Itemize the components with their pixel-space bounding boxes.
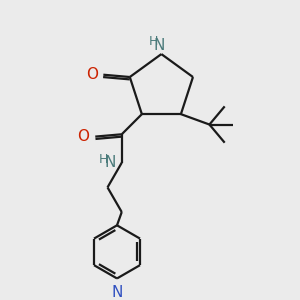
Text: O: O	[85, 67, 98, 82]
Text: H: H	[99, 153, 109, 167]
Text: N: N	[111, 285, 123, 300]
Text: N: N	[105, 155, 116, 170]
Text: H: H	[149, 35, 158, 48]
Text: O: O	[78, 129, 90, 144]
Text: N: N	[154, 38, 165, 53]
